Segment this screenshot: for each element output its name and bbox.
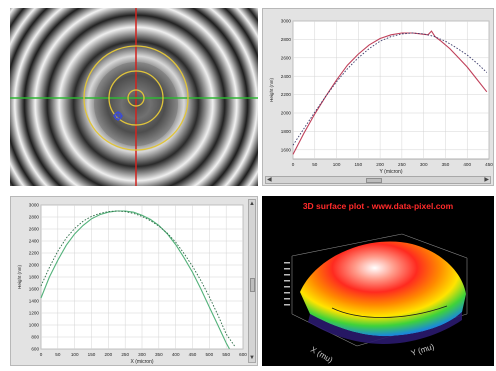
x-tick-label: 50 — [55, 352, 61, 357]
y-axis-label: Height (nm) — [17, 265, 22, 289]
target-marker-icon[interactable] — [113, 111, 123, 121]
scroll-down-icon[interactable]: ▼ — [249, 355, 255, 361]
x-profile-panel[interactable]: 0 50 100 150 200 250 300 350 400 450 500 550 600 600 8… — [10, 196, 258, 366]
y-profile-panel[interactable]: 0 50 100 150 200 250 300 350 400 450 1600 1800 2000 2… — [262, 8, 494, 186]
x-tick-label: 400 — [172, 352, 180, 357]
x-tick-label: 400 — [463, 162, 471, 167]
middle-circle — [108, 70, 164, 126]
y-tick-label: 2000 — [29, 263, 40, 268]
fit-series-line — [40, 210, 235, 347]
x-tick-label: 50 — [312, 162, 318, 167]
y-tick-label: 1600 — [29, 287, 40, 292]
y-tick-label: 2600 — [29, 227, 40, 232]
interferogram-image[interactable] — [10, 8, 258, 186]
fit-series-line — [292, 32, 488, 146]
interferogram-panel[interactable] — [10, 8, 258, 186]
outer-circle — [83, 45, 189, 151]
scroll-right-icon[interactable]: ▶ — [484, 177, 489, 183]
y-tick-label: 2200 — [29, 251, 40, 256]
measured-series-line — [40, 210, 230, 350]
y-tick-label: 2200 — [281, 92, 292, 97]
x-profile-chart: 0 50 100 150 200 250 300 350 400 450 500 550 600 600 8… — [17, 203, 247, 365]
surface-plot-title: 3D surface plot - www.data-pixel.com — [303, 201, 454, 211]
surface-y-axis-label: Y (mu) — [410, 342, 436, 358]
y-profile-scrollbar[interactable]: ◀ ▶ — [265, 176, 491, 184]
plot-area — [292, 20, 490, 160]
x-tick-label: 0 — [292, 162, 295, 167]
scroll-thumb[interactable] — [366, 178, 382, 183]
y-tick-label: 2400 — [281, 74, 292, 79]
y-tick-label: 1800 — [29, 275, 40, 280]
x-tick-label: 450 — [189, 352, 197, 357]
inner-circle — [127, 89, 145, 107]
x-tick-label: 250 — [398, 162, 406, 167]
measured-series-line — [292, 30, 488, 155]
y-tick-label: 600 — [31, 347, 39, 352]
y-tick-label: 2800 — [281, 37, 292, 42]
x-tick-label: 100 — [71, 352, 79, 357]
y-tick-label: 2400 — [29, 239, 40, 244]
y-tick-label: 3000 — [281, 19, 292, 24]
y-tick-label: 3000 — [29, 203, 40, 208]
x-tick-label: 350 — [155, 352, 163, 357]
y-tick-label: 1800 — [281, 129, 292, 134]
x-tick-label: 300 — [138, 352, 146, 357]
scroll-up-icon[interactable]: ▲ — [249, 201, 255, 207]
surface-plot-panel[interactable]: 3D surface plot - www.data-pixel.com X (… — [262, 196, 494, 366]
x-tick-label: 200 — [104, 352, 112, 357]
x-axis-label: Y (micron) — [380, 169, 403, 175]
x-tick-label: 150 — [354, 162, 362, 167]
scroll-thumb[interactable] — [250, 278, 255, 292]
x-tick-label: 550 — [222, 352, 230, 357]
x-tick-label: 0 — [40, 352, 43, 357]
x-tick-label: 600 — [239, 352, 247, 357]
y-tick-label: 1200 — [29, 311, 40, 316]
surface-plot[interactable]: 3D surface plot - www.data-pixel.com X (… — [262, 196, 494, 366]
y-tick-label: 2000 — [281, 111, 292, 116]
x-tick-label: 350 — [442, 162, 450, 167]
y-profile-chart: 0 50 100 150 200 250 300 350 400 450 1600 1800 2000 2… — [269, 19, 493, 175]
y-tick-label: 1400 — [29, 299, 40, 304]
surface-tick-labels — [284, 262, 290, 306]
x-tick-label: 500 — [205, 352, 213, 357]
y-axis-label: Height (nm) — [269, 78, 274, 102]
x-profile-scrollbar[interactable]: ▲ ▼ — [248, 199, 256, 363]
y-tick-label: 1000 — [29, 323, 40, 328]
y-tick-label: 2800 — [29, 215, 40, 220]
x-tick-label: 200 — [376, 162, 384, 167]
y-tick-label: 2600 — [281, 55, 292, 60]
x-tick-label: 300 — [420, 162, 428, 167]
scroll-left-icon[interactable]: ◀ — [267, 177, 272, 183]
x-tick-label: 100 — [333, 162, 341, 167]
x-tick-label: 450 — [485, 162, 493, 167]
y-tick-label: 1600 — [281, 147, 292, 152]
x-tick-label: 150 — [88, 352, 96, 357]
surface-x-axis-label: X (mu) — [309, 345, 335, 365]
y-tick-label: 800 — [31, 335, 39, 340]
x-tick-label: 250 — [121, 352, 129, 357]
x-axis-label: X (micron) — [130, 359, 153, 365]
